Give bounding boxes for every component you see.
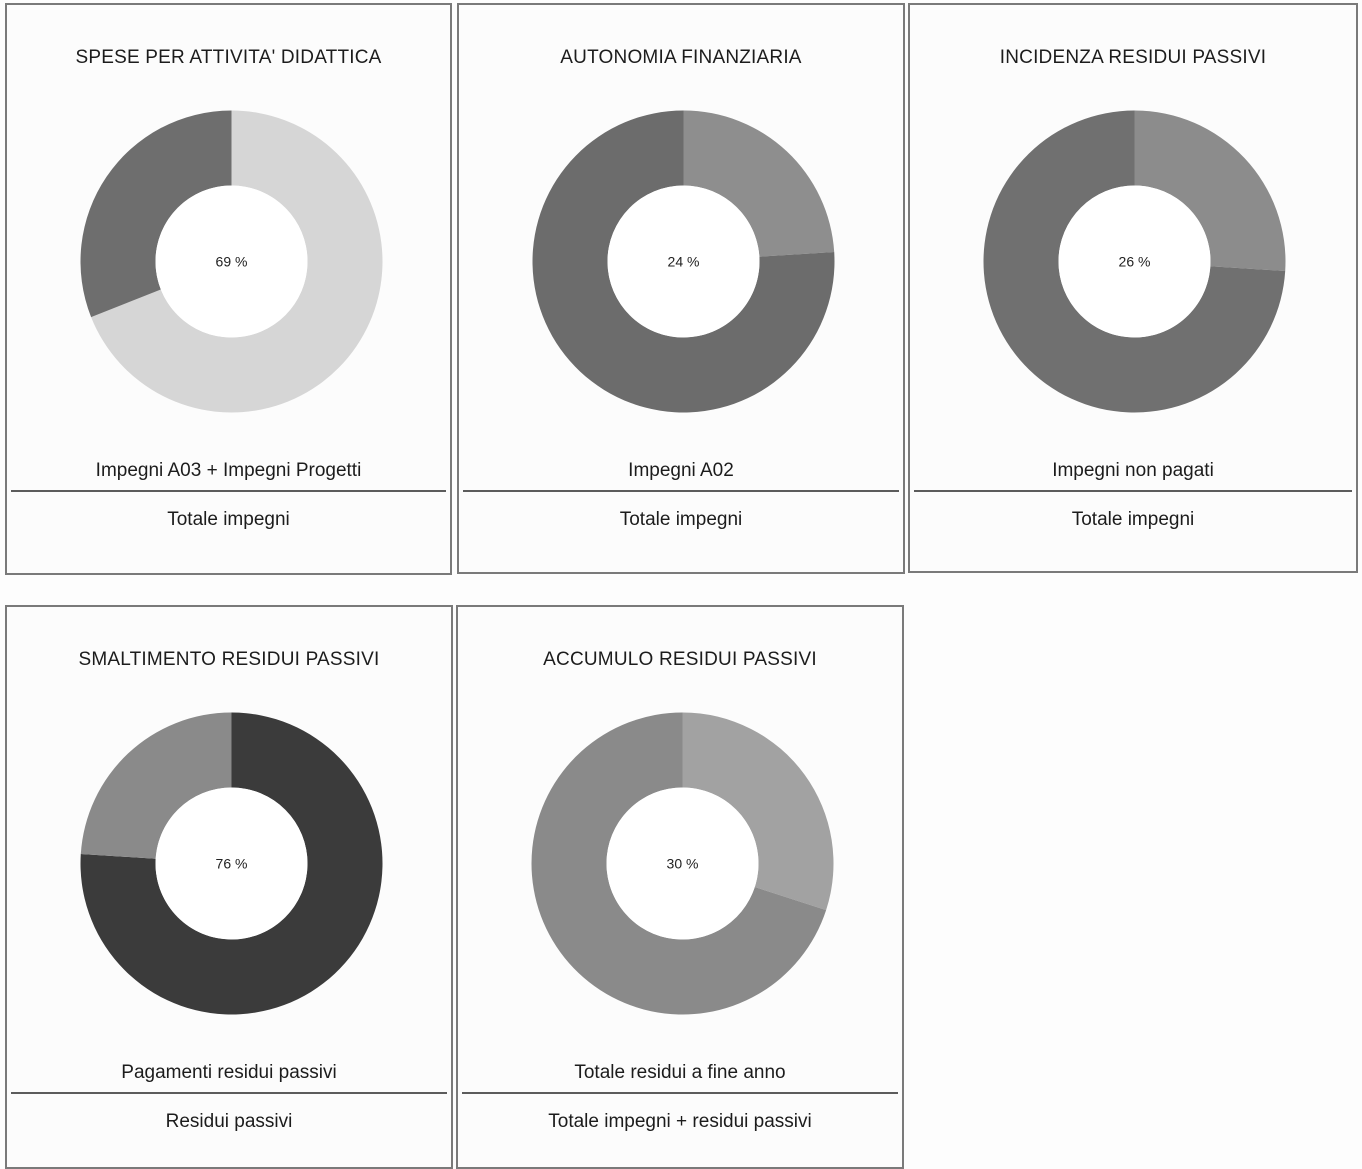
center-percentage-label: 76 %	[216, 856, 248, 872]
donut-hole	[155, 787, 308, 940]
donut-chart: 30 %	[531, 712, 834, 1015]
fraction-line	[914, 490, 1352, 492]
donut-slice-1	[983, 110, 1286, 413]
indicator-panel-accumulo-residui: ACCUMULO RESIDUI PASSIVI 30 % Totale res…	[456, 605, 904, 1169]
center-percentage-label: 30 %	[667, 856, 699, 872]
formula-denominator: Totale impegni	[619, 509, 743, 530]
donut-slice-1	[80, 110, 232, 318]
donut-hole	[606, 787, 759, 940]
donut-hole	[1058, 185, 1211, 338]
formula-numerator: Impegni A03 + Impegni Progetti	[95, 460, 362, 481]
chart-title: ACCUMULO RESIDUI PASSIVI	[543, 649, 817, 670]
donut-hole	[607, 185, 760, 338]
donut-chart: 24 %	[532, 110, 835, 413]
chart-title: INCIDENZA RESIDUI PASSIVI	[999, 47, 1267, 68]
center-percentage-label: 24 %	[668, 254, 700, 270]
formula-denominator: Totale impegni + residui passivi	[548, 1111, 812, 1132]
formula-denominator: Totale impegni	[167, 509, 290, 530]
formula-numerator: Impegni A02	[628, 460, 734, 481]
fraction-line	[462, 1092, 898, 1094]
formula-numerator: Impegni non pagati	[1052, 460, 1214, 481]
donut-slice-0	[682, 712, 834, 911]
indicator-panel-smaltimento-residui: SMALTIMENTO RESIDUI PASSIVI 76 % Pagamen…	[5, 605, 453, 1169]
donut-slice-0	[91, 110, 383, 413]
donut-chart: 69 %	[80, 110, 383, 413]
formula-numerator: Totale residui a fine anno	[574, 1062, 786, 1083]
donut-slice-1	[80, 712, 232, 859]
fraction-line	[11, 1092, 447, 1094]
donut-chart: 26 %	[983, 110, 1286, 413]
chart-title: AUTONOMIA FINANZIARIA	[560, 47, 802, 68]
formula-numerator: Pagamenti residui passivi	[121, 1062, 337, 1083]
center-percentage-label: 26 %	[1119, 254, 1151, 270]
center-percentage-label: 69 %	[216, 254, 248, 270]
indicator-panel-spese-didattica: SPESE PER ATTIVITA' DIDATTICA 69 % Impeg…	[5, 3, 452, 575]
donut-hole	[155, 185, 308, 338]
donut-slice-1	[532, 110, 835, 413]
formula-denominator: Totale impegni	[1071, 509, 1195, 530]
donut-slice-0	[80, 712, 383, 1015]
indicator-panel-incidenza-residui: INCIDENZA RESIDUI PASSIVI 26 % Impegni n…	[908, 3, 1358, 573]
fraction-line	[11, 490, 446, 492]
donut-slice-1	[531, 712, 827, 1015]
chart-title: SMALTIMENTO RESIDUI PASSIVI	[78, 649, 380, 670]
formula-denominator: Residui passivi	[165, 1111, 293, 1132]
donut-slice-0	[683, 110, 835, 257]
indicator-panel-autonomia-finanziaria: AUTONOMIA FINANZIARIA 24 % Impegni A02 T…	[457, 3, 905, 574]
fraction-line	[463, 490, 899, 492]
donut-slice-0	[1134, 110, 1286, 271]
donut-chart: 76 %	[80, 712, 383, 1015]
chart-title: SPESE PER ATTIVITA' DIDATTICA	[75, 47, 382, 68]
